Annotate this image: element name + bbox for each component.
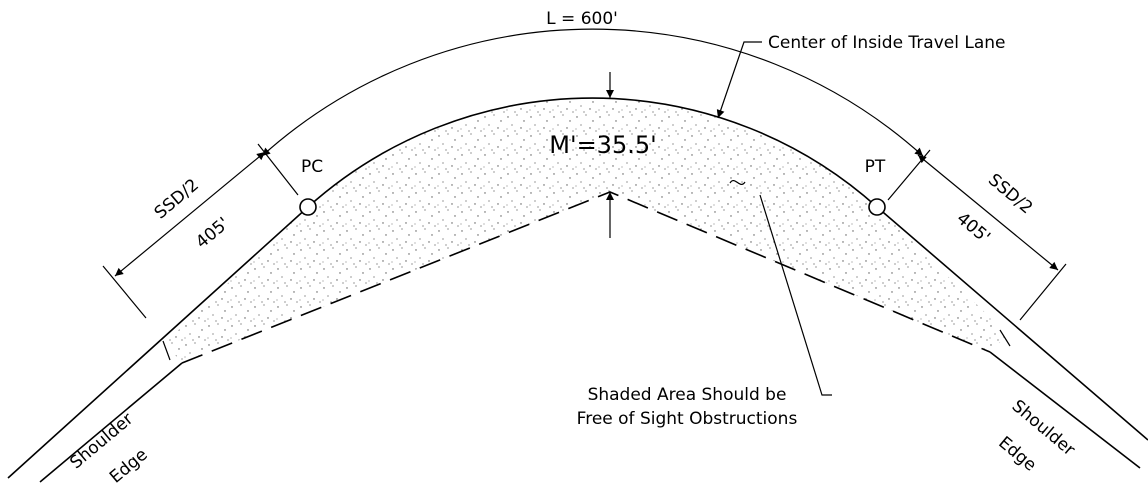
right-shoulder-label: Edge [994,433,1040,476]
curve-length: L = 600' [546,9,618,29]
left-shoulder-label: Edge [106,445,152,484]
middle-ordinate: M'=35.5' [549,131,656,159]
pc-label: PC [301,157,323,177]
left-ssd-name: SSD/2 [151,175,203,223]
shaded-area [165,98,1008,364]
note-line: Shaded Area Should be [588,385,787,405]
right-ssd-value: 405' [953,209,994,248]
note-line: Free of Sight Obstructions [577,409,798,429]
right-ssd-name: SSD/2 [984,170,1036,218]
dimensions [102,28,1067,396]
center-lane-label: Center of Inside Travel Lane [768,33,1006,53]
pt-label: PT [865,157,886,177]
left-ssd-value: 405' [192,214,233,253]
